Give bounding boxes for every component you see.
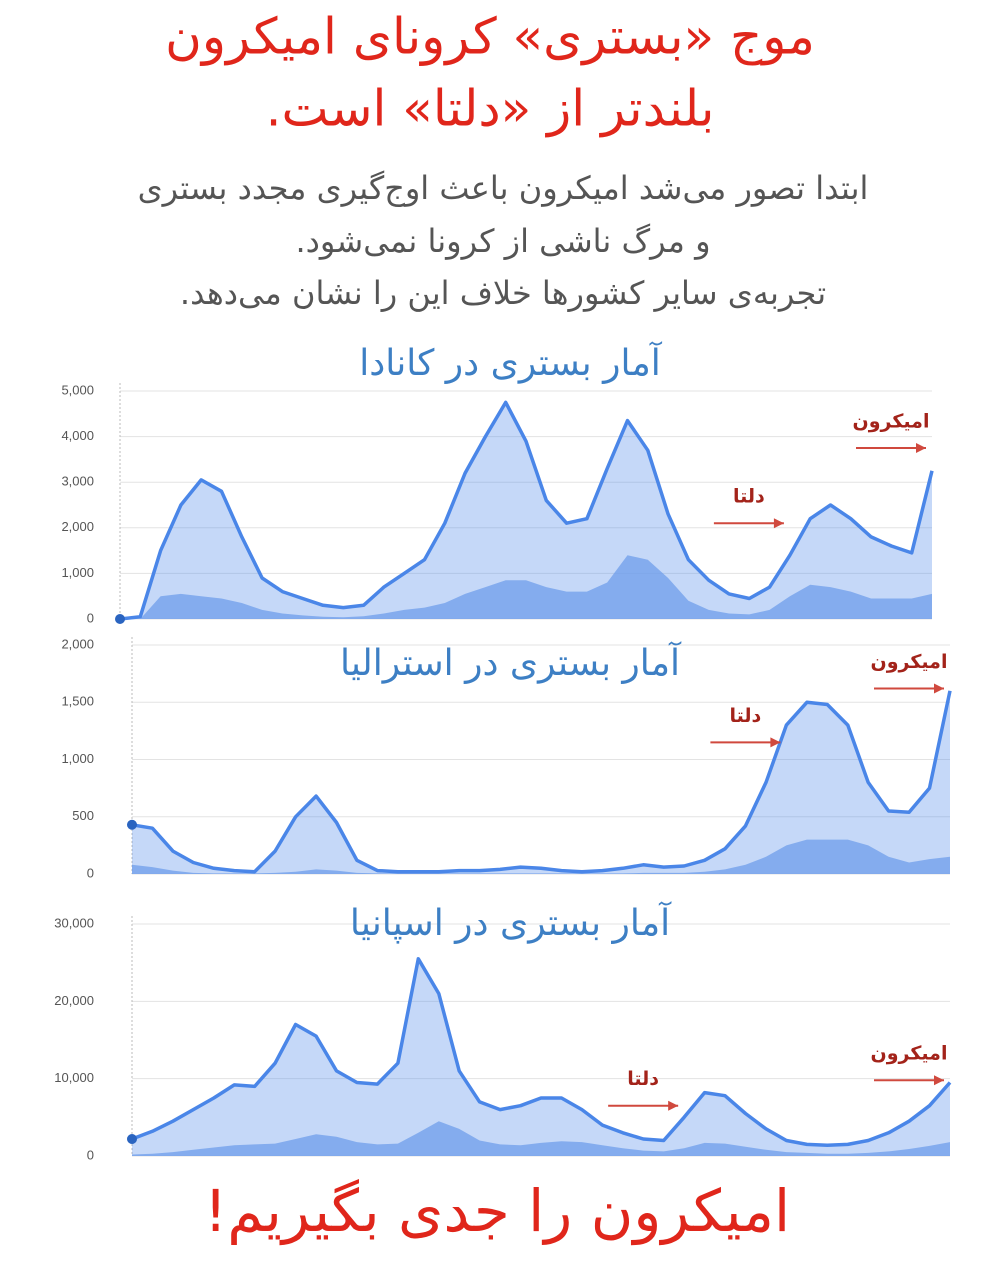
chart-title: آمار بستری در کانادا: [359, 340, 663, 384]
start-point: [127, 819, 137, 830]
headline: موج «بستری» کرونای امیکرون: [165, 8, 815, 67]
y-tick-label: 20,000: [54, 993, 94, 1008]
subtitle: تجربه‌ی سایر کشورها خلاف این را نشان می‌…: [180, 274, 826, 312]
annotation: امیکرون: [853, 411, 930, 433]
line: [131, 957, 952, 1147]
annotation-arrowhead: [916, 443, 926, 453]
start-point: [127, 1133, 137, 1144]
subtitle: و مرگ ناشی از کرونا نمی‌شود.: [295, 222, 710, 260]
chart-title: آمار بستری در استرالیا: [340, 640, 682, 684]
area: [120, 402, 932, 619]
y-tick-label: 500: [72, 808, 94, 823]
annotation-arrowhead: [934, 683, 944, 694]
annotation: امیکرون: [871, 1043, 948, 1065]
line: [131, 690, 952, 874]
subtitle: ابتدا تصور می‌شد امیکرون باعث اوج‌گیری م…: [138, 169, 869, 207]
area: [132, 958, 950, 1156]
area: [132, 839, 950, 874]
annotation-arrowhead: [668, 1100, 679, 1111]
y-tick-label: 1,000: [61, 565, 94, 580]
annotation: دلتا: [733, 486, 765, 508]
line: [119, 400, 934, 621]
y-tick-label: 2,000: [61, 519, 94, 534]
y-tick-label: 2,000: [61, 636, 94, 651]
y-tick-label: 4,000: [61, 428, 94, 443]
annotation: دلتا: [730, 705, 762, 727]
annotation-arrowhead: [770, 737, 781, 748]
annotation-arrowhead: [934, 1075, 944, 1086]
y-tick-label: 1,500: [61, 694, 94, 709]
y-tick-label: 1,000: [61, 751, 94, 766]
y-tick-label: 10,000: [54, 1070, 94, 1085]
annotation: دلتا: [627, 1068, 659, 1090]
y-tick-label: 3,000: [61, 474, 94, 489]
annotation-arrowhead: [773, 518, 784, 529]
y-tick-label: 0: [87, 865, 94, 880]
area: [120, 555, 932, 619]
y-tick-label: 0: [87, 610, 94, 625]
headline: بلندتر از «دلتا» است.: [266, 80, 715, 138]
annotation: امیکرون: [871, 651, 948, 673]
y-tick-label: 0: [87, 1147, 94, 1162]
footer-slogan: امیکرون را جدی بگیریم!: [204, 1177, 790, 1246]
area: [132, 1121, 950, 1156]
y-tick-label: 30,000: [54, 915, 94, 930]
chart-title: آمار بستری در اسپانیا: [350, 900, 672, 944]
y-tick-label: 5,000: [61, 382, 94, 397]
